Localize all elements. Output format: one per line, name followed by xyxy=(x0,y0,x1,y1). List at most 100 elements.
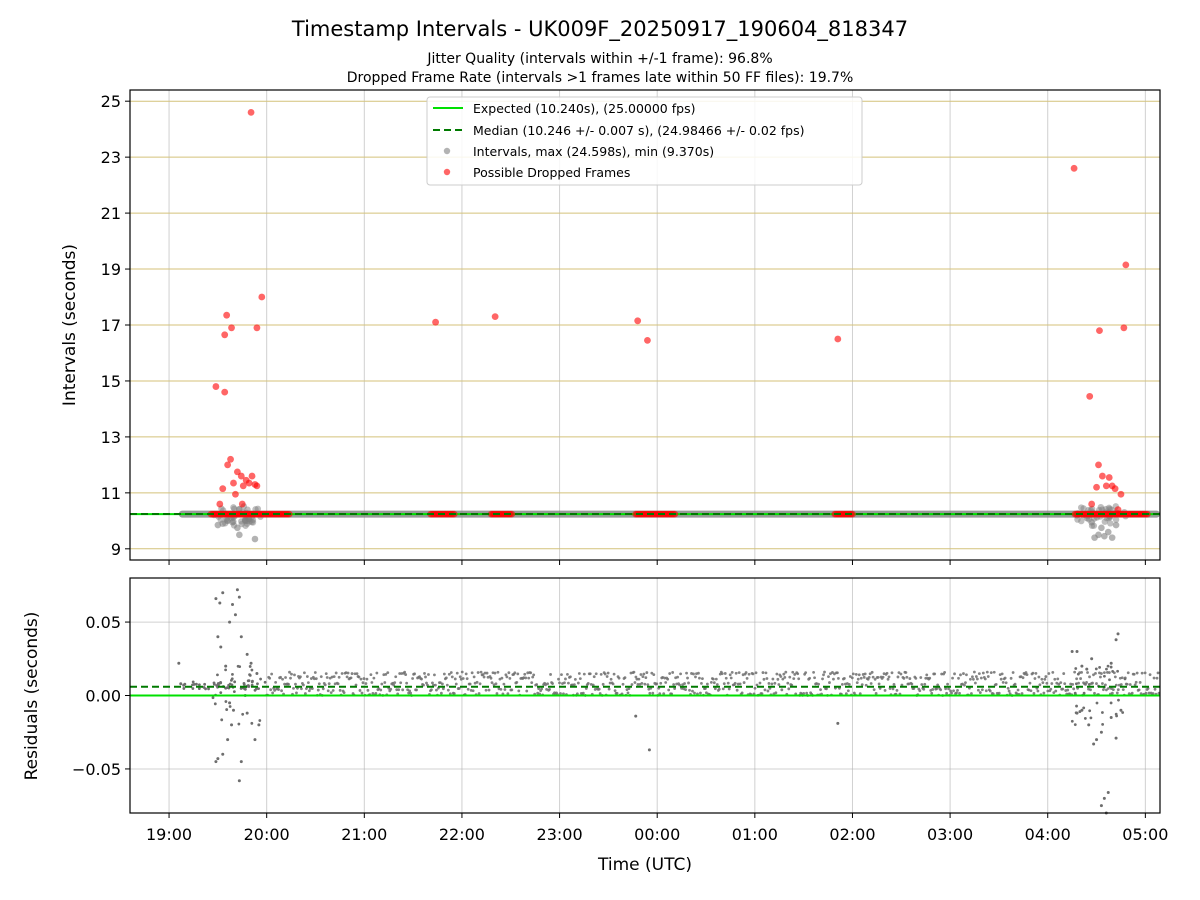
residual-point xyxy=(863,672,867,676)
residual-point xyxy=(444,676,448,680)
residual-point xyxy=(321,687,325,691)
interval-point xyxy=(217,516,224,523)
residual-point xyxy=(1086,671,1089,674)
residual-point xyxy=(1110,691,1114,695)
residual-point xyxy=(939,688,943,692)
residual-point xyxy=(1143,671,1147,675)
residual-point xyxy=(427,673,430,676)
residual-point xyxy=(1101,682,1104,685)
residual-point xyxy=(225,708,229,711)
residual-point xyxy=(831,671,834,674)
interval-point xyxy=(236,531,243,539)
dropped-frame-point xyxy=(248,472,256,480)
residual-point xyxy=(744,671,748,674)
residual-point xyxy=(633,681,637,684)
residual-point xyxy=(342,691,346,695)
residual-point xyxy=(245,652,249,656)
residual-point xyxy=(562,692,565,696)
residual-point xyxy=(263,680,267,684)
interval-point xyxy=(1080,505,1087,512)
residual-point xyxy=(975,677,979,681)
residual-point xyxy=(231,673,234,676)
residual-point xyxy=(825,687,828,691)
residual-point xyxy=(760,692,764,696)
residual-point xyxy=(957,676,960,680)
residual-point xyxy=(613,689,617,693)
dropped-frame-point xyxy=(1095,461,1102,469)
residual-point xyxy=(517,689,521,693)
residual-point xyxy=(1090,657,1094,661)
residual-point xyxy=(1113,675,1117,679)
residual-point xyxy=(963,683,966,687)
residual-point xyxy=(627,687,631,690)
dropped-frame-point xyxy=(1098,472,1106,480)
residual-point xyxy=(310,687,314,690)
residual-point xyxy=(478,682,482,686)
residual-point xyxy=(230,683,234,687)
residual-point xyxy=(401,688,405,692)
legend-expected-label: Expected (10.240s), (25.00000 fps) xyxy=(473,101,695,116)
residual-point xyxy=(307,689,311,693)
dropped-frame-point xyxy=(1070,164,1078,172)
residual-point xyxy=(663,676,667,680)
residual-point xyxy=(1016,688,1020,692)
residual-point xyxy=(755,683,759,687)
residual-point xyxy=(228,701,232,705)
top-y-tick-label: 17 xyxy=(101,316,121,335)
residual-point xyxy=(667,688,671,692)
residual-point xyxy=(920,683,924,686)
residual-point xyxy=(510,688,514,692)
residual-point xyxy=(734,671,738,675)
residual-point xyxy=(216,757,220,761)
residual-point xyxy=(233,613,237,617)
legend-dropped-label: Possible Dropped Frames xyxy=(473,165,630,180)
residual-point xyxy=(979,676,983,680)
residual-point xyxy=(269,688,273,692)
residual-point xyxy=(774,691,778,695)
residual-point xyxy=(944,687,948,691)
residual-point xyxy=(374,692,378,695)
residual-point xyxy=(1056,677,1060,681)
residual-point xyxy=(482,675,486,679)
residual-point xyxy=(1111,688,1115,692)
residual-point xyxy=(791,670,795,674)
dropped-frame-point xyxy=(228,324,235,332)
dropped-frame-point xyxy=(1086,392,1094,400)
residual-point xyxy=(883,689,887,692)
residual-point xyxy=(546,682,549,686)
interval-point xyxy=(251,535,259,543)
residual-point xyxy=(745,676,749,680)
residual-point xyxy=(569,675,572,679)
residual-point xyxy=(257,723,261,727)
residual-point xyxy=(958,691,961,695)
residual-point xyxy=(857,673,861,677)
residual-point xyxy=(292,686,295,690)
residual-point xyxy=(983,677,987,681)
residual-point xyxy=(548,687,551,691)
residual-point xyxy=(1095,738,1099,742)
residual-point xyxy=(431,681,434,685)
residual-point xyxy=(383,681,387,684)
residual-point xyxy=(1052,691,1056,695)
residual-point xyxy=(887,675,891,679)
residual-point xyxy=(489,676,493,680)
residual-point xyxy=(1085,667,1089,671)
dropped-frame-point xyxy=(212,383,220,390)
bottom-panel-marks xyxy=(130,588,1161,815)
residual-point xyxy=(1114,736,1118,740)
residual-point xyxy=(306,681,310,685)
dropped-frame-point xyxy=(1105,474,1113,481)
residual-point xyxy=(823,670,826,674)
residual-point xyxy=(951,676,954,680)
residual-point xyxy=(988,689,992,693)
interval-point xyxy=(1105,504,1113,512)
top-y-tick-label: 13 xyxy=(101,428,121,447)
residual-point xyxy=(912,687,916,690)
residual-point xyxy=(1040,677,1044,681)
residual-point xyxy=(1006,686,1010,690)
residual-point xyxy=(632,670,636,674)
residual-point xyxy=(516,672,520,676)
residual-point xyxy=(768,686,772,690)
residual-point xyxy=(892,683,896,686)
